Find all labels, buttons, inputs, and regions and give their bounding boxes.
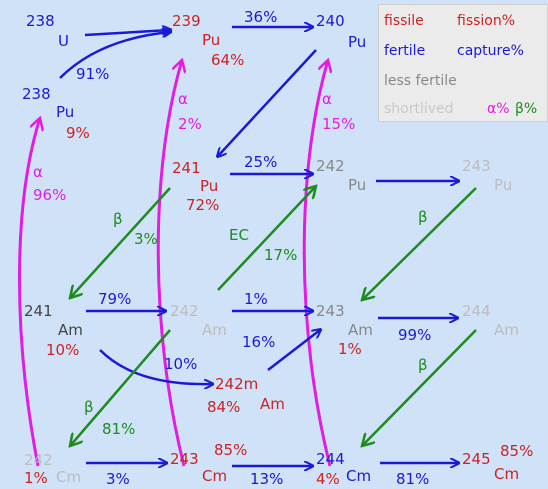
- capture-pct-am242-am243: 1%: [244, 290, 268, 308]
- ec-arrow-am242-pu242: [217, 186, 316, 291]
- beta-arrow-am242-cm242: [70, 329, 171, 446]
- am243-mass: 243: [316, 302, 345, 320]
- alpha-arrow-cm244-pu240: [302, 60, 330, 467]
- capture-pct-cm243-cm244: 13%: [250, 470, 284, 488]
- capture-pct-pu238-pu239: 91%: [76, 65, 110, 83]
- beta-pct-am242: 81%: [102, 420, 136, 438]
- pu242-symbol: Pu: [348, 176, 367, 194]
- pu239-fission-pct: 64%: [211, 51, 245, 69]
- pu241-symbol: Pu: [200, 177, 219, 195]
- legend-fertile: fertile: [384, 43, 426, 59]
- u238-mass: 238: [26, 12, 55, 30]
- alpha-arrow-cm242-pu238: [17, 118, 40, 467]
- am244-mass: 244: [462, 302, 491, 320]
- am241-fission-pct: 10%: [46, 341, 80, 359]
- capture-pct-am242m-am243: 16%: [242, 333, 276, 351]
- legend-fission-pct: fission%: [457, 13, 516, 29]
- pu240-symbol: Pu: [348, 33, 367, 51]
- cm243-mass: 243: [170, 450, 199, 468]
- am241-mass: 241: [24, 302, 53, 320]
- pu243-symbol: Pu: [494, 176, 513, 194]
- capture-pct-am241-am242: 79%: [98, 290, 132, 308]
- alpha-arrow-cm243-pu239: [156, 60, 184, 467]
- legend-less-fertile: less fertile: [384, 73, 457, 89]
- am242m-symbol: Am: [260, 395, 285, 413]
- am242m-mass: 242m: [215, 375, 259, 393]
- cm245-mass: 245: [462, 450, 491, 468]
- u238-symbol: U: [58, 32, 69, 50]
- beta-symbol-pu243: β: [418, 208, 428, 226]
- beta-arrow-pu243-am243: [362, 187, 477, 300]
- capture-arrow-u238-pu239: [84, 30, 170, 37]
- cm244-mass: 244: [316, 450, 345, 468]
- legend-beta-pct: β%: [515, 101, 538, 117]
- ec-pct: 17%: [264, 246, 298, 264]
- am243-fission-pct: 1%: [338, 340, 362, 358]
- pu238-symbol: Pu: [56, 103, 75, 121]
- pu241-fission-pct: 72%: [186, 196, 220, 214]
- cm242-mass: 242: [24, 451, 53, 469]
- am241-symbol: Am: [58, 321, 83, 339]
- pu238-mass: 238: [22, 85, 51, 103]
- pu243-mass: 243: [462, 157, 491, 175]
- capture-arrow-am241-am242m: [99, 349, 212, 384]
- beta-symbol-am242: β: [84, 398, 94, 416]
- pu238-fission-pct: 9%: [66, 124, 90, 142]
- beta-pct-pu241: 3%: [134, 230, 158, 248]
- legend-alpha-pct: α%: [487, 101, 510, 117]
- cm245-symbol: Cm: [494, 465, 520, 483]
- beta-arrow-pu241-am241: [70, 187, 171, 298]
- alpha-pct-cm244: 15%: [322, 115, 356, 133]
- capture-arrow-pu240-pu241: [218, 49, 317, 156]
- ec-label: EC: [229, 226, 249, 244]
- cm244-symbol: Cm: [346, 467, 372, 485]
- alpha-symbol-cm243: α: [178, 90, 188, 108]
- capture-pct-am243-am244: 99%: [398, 326, 432, 344]
- beta-arrow-am244-cm244: [362, 329, 477, 446]
- beta-symbol-pu241: β: [113, 210, 123, 228]
- am244-symbol: Am: [494, 321, 519, 339]
- capture-pct-cm242-cm243: 3%: [106, 470, 130, 488]
- legend-shortlived: shortlived: [384, 101, 454, 117]
- am243-symbol: Am: [348, 321, 373, 339]
- pu242-mass: 242: [316, 157, 345, 175]
- legend-box: fissile fission% fertile capture% less f…: [378, 4, 548, 122]
- cm243-symbol: Cm: [202, 467, 228, 485]
- pu239-symbol: Pu: [202, 31, 221, 49]
- legend-capture-pct: capture%: [457, 43, 524, 59]
- pu241-mass: 241: [172, 159, 201, 177]
- capture-arrow-pu238-pu239: [59, 32, 170, 79]
- am242m-fission-pct: 84%: [207, 398, 241, 416]
- legend-fissile: fissile: [384, 13, 424, 29]
- cm242-fission-pct: 1%: [24, 469, 48, 487]
- capture-arrow-am242m-am243: [267, 330, 320, 371]
- alpha-symbol-cm244: α: [322, 90, 332, 108]
- capture-pct-pu239-pu240: 36%: [244, 8, 278, 26]
- alpha-symbol-cm242: α: [33, 163, 43, 181]
- capture-pct-pu241-pu242: 25%: [244, 153, 278, 171]
- pu240-mass: 240: [316, 12, 345, 30]
- cm242-symbol: Cm: [56, 468, 82, 486]
- am242-symbol: Am: [202, 321, 227, 339]
- am242-mass: 242: [170, 302, 199, 320]
- capture-pct-cm244-cm245: 81%: [396, 470, 430, 488]
- cm244-fission-pct: 4%: [316, 470, 340, 488]
- cm243-fission-pct: 85%: [214, 441, 248, 459]
- cm245-fission-pct: 85%: [500, 442, 534, 460]
- alpha-pct-cm242: 96%: [33, 186, 67, 204]
- alpha-pct-cm243: 2%: [178, 115, 202, 133]
- capture-pct-am241-am242m: 10%: [164, 355, 198, 373]
- beta-symbol-am244: β: [418, 356, 428, 374]
- pu239-mass: 239: [172, 12, 201, 30]
